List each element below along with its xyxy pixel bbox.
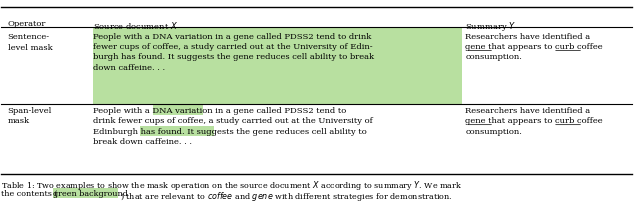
Bar (93, 28, 462, 104)
Text: consumption.: consumption. (465, 53, 522, 61)
Text: level mask: level mask (8, 43, 52, 51)
Text: Operator: Operator (8, 20, 46, 28)
Text: down caffeine. . .: down caffeine. . . (93, 63, 165, 71)
Text: Edinburgh has found. It suggests the gene reduces cell ability to: Edinburgh has found. It suggests the gen… (93, 127, 367, 135)
Text: the contents (: the contents ( (1, 189, 58, 197)
Text: Researchers have identified a: Researchers have identified a (465, 106, 590, 114)
Text: green background: green background (53, 189, 128, 197)
Text: Researchers have identified a: Researchers have identified a (465, 32, 590, 40)
Text: Source document $X$: Source document $X$ (93, 20, 178, 31)
Bar (53, 188, 118, 198)
Text: Sentence-: Sentence- (8, 32, 50, 40)
Text: burgh has found. It suggests the gene reduces cell ability to break: burgh has found. It suggests the gene re… (93, 53, 374, 61)
Text: gene that appears to curb coffee: gene that appears to curb coffee (465, 117, 603, 125)
Text: People with a DNA variation in a gene called PDSS2 tend to: People with a DNA variation in a gene ca… (93, 106, 346, 114)
Text: mask: mask (8, 117, 30, 125)
Text: Summary $Y$: Summary $Y$ (465, 20, 516, 33)
Text: ) that are relevant to $\it{coffee}$ and $\it{gene}$ with different strategies f: ) that are relevant to $\it{coffee}$ and… (120, 189, 452, 202)
Text: People with a DNA variation in a gene called PDSS2 tend to drink: People with a DNA variation in a gene ca… (93, 32, 371, 40)
Text: Table 1: Two examples to show the mask operation on the source document $X$ acco: Table 1: Two examples to show the mask o… (1, 178, 463, 191)
Bar (140, 126, 214, 136)
Text: drink fewer cups of coffee, a study carried out at the University of: drink fewer cups of coffee, a study carr… (93, 117, 372, 125)
Text: gene that appears to curb coffee: gene that appears to curb coffee (465, 43, 603, 51)
Text: Span-level: Span-level (8, 106, 52, 114)
Bar (154, 105, 203, 116)
Text: consumption.: consumption. (465, 127, 522, 135)
Text: fewer cups of coffee, a study carried out at the University of Edin-: fewer cups of coffee, a study carried ou… (93, 43, 372, 51)
Text: break down caffeine. . .: break down caffeine. . . (93, 137, 192, 145)
